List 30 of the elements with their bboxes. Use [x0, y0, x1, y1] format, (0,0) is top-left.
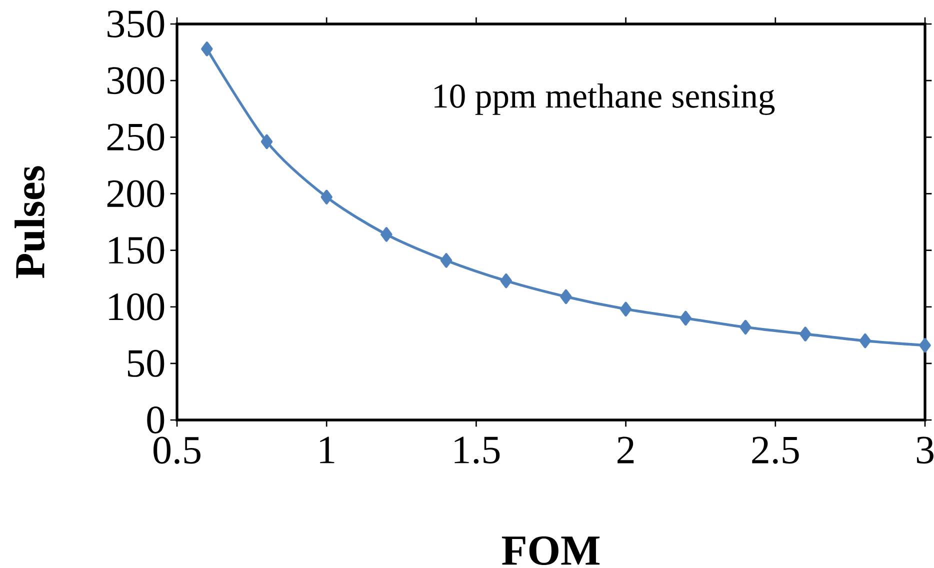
y-tick-label: 250	[107, 124, 164, 151]
y-tick-label: 50	[128, 350, 164, 377]
point	[620, 302, 632, 316]
point	[859, 333, 871, 348]
x-tick-label: 1.5	[454, 436, 500, 464]
y-tick-label: 300	[108, 67, 164, 94]
y-tick-label: 0	[147, 406, 164, 434]
point	[380, 227, 392, 242]
y-tick-label: 350	[108, 10, 164, 38]
point	[740, 320, 752, 335]
point	[919, 338, 931, 353]
point	[201, 42, 213, 56]
point	[260, 134, 273, 150]
x-tick-label: 1	[320, 436, 334, 464]
x-axis-title: FOM	[502, 536, 600, 566]
point	[500, 274, 512, 288]
y-axis-title: Pulses	[14, 166, 45, 278]
y-tick-label: 150	[109, 236, 164, 264]
point	[320, 190, 332, 204]
point	[799, 326, 812, 342]
point	[680, 310, 692, 326]
point	[560, 289, 572, 304]
x-tick-label: 2	[618, 436, 634, 464]
y-tick-label: 100	[109, 293, 164, 320]
x-tick-label: 2.5	[752, 436, 799, 464]
y-tick-label: 200	[107, 180, 164, 208]
annotation: 10 ppm methane sensing	[434, 83, 775, 116]
x-tick-label: 3	[916, 436, 934, 464]
x-tick-label: 0.5	[154, 436, 200, 464]
point	[440, 253, 452, 268]
